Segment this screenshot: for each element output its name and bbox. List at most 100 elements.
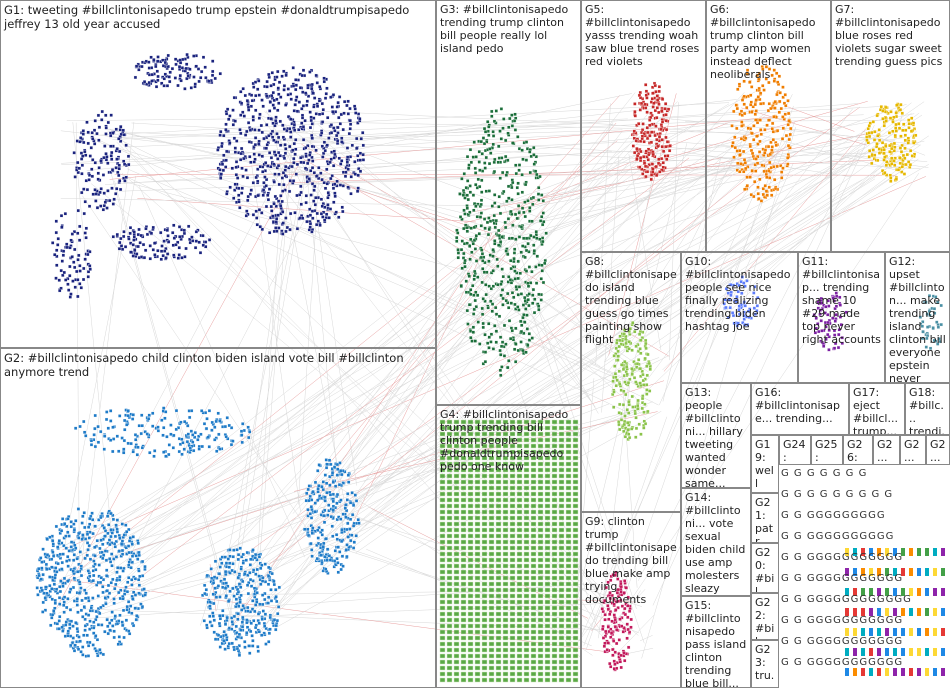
node — [268, 109, 272, 113]
node — [277, 172, 281, 176]
node — [69, 292, 73, 296]
node — [111, 577, 115, 582]
node — [253, 157, 257, 161]
node — [85, 541, 90, 545]
node — [239, 146, 244, 151]
node — [165, 228, 170, 233]
node — [188, 240, 192, 245]
node — [184, 62, 189, 66]
node — [314, 148, 318, 153]
node — [108, 621, 112, 625]
node — [314, 73, 318, 78]
node — [57, 596, 62, 600]
node — [203, 240, 208, 244]
node — [104, 152, 108, 156]
edge — [123, 151, 909, 184]
node — [104, 113, 108, 118]
edge — [598, 102, 912, 355]
node — [249, 188, 253, 192]
node — [346, 112, 351, 116]
node — [234, 165, 238, 169]
node — [329, 123, 334, 127]
node — [161, 64, 166, 68]
node — [344, 165, 348, 170]
node — [60, 225, 64, 229]
node — [241, 174, 245, 179]
node — [317, 99, 322, 103]
node — [279, 212, 283, 216]
node — [331, 164, 336, 168]
edge — [510, 122, 730, 212]
node — [285, 225, 290, 230]
edge — [64, 151, 763, 606]
node — [80, 163, 85, 167]
edge — [218, 256, 496, 561]
edge — [84, 250, 466, 551]
node — [289, 97, 293, 101]
node — [291, 148, 295, 152]
node — [270, 135, 275, 139]
node — [348, 122, 353, 126]
node — [82, 187, 86, 191]
edge — [595, 103, 611, 366]
node — [237, 200, 241, 204]
node — [97, 166, 101, 170]
edge — [465, 248, 592, 402]
edge — [292, 128, 644, 529]
node — [301, 68, 306, 72]
node — [354, 136, 359, 141]
node — [317, 166, 321, 170]
node — [112, 629, 116, 633]
node — [147, 60, 151, 64]
node — [166, 53, 170, 58]
edge — [574, 378, 595, 622]
node — [272, 162, 276, 166]
node — [270, 93, 274, 98]
node — [353, 172, 357, 176]
node — [100, 109, 104, 114]
node — [66, 597, 70, 601]
node — [328, 160, 332, 165]
node — [184, 246, 188, 251]
node — [54, 219, 58, 223]
edge — [298, 164, 929, 532]
node — [358, 169, 363, 173]
node — [324, 92, 328, 96]
node — [96, 171, 100, 175]
node — [300, 116, 305, 120]
node — [356, 121, 360, 125]
node — [92, 128, 97, 132]
node — [239, 151, 243, 156]
node — [101, 173, 106, 177]
node — [247, 140, 252, 144]
node — [288, 227, 292, 232]
node — [133, 606, 137, 610]
node — [259, 123, 264, 128]
node — [332, 200, 336, 204]
edge — [337, 115, 766, 527]
node — [318, 223, 322, 227]
edge — [639, 127, 749, 346]
node — [268, 100, 273, 104]
node — [201, 233, 205, 238]
node — [156, 78, 160, 83]
node — [349, 192, 353, 196]
node — [166, 240, 171, 244]
node — [121, 128, 125, 133]
node — [288, 179, 292, 183]
node — [87, 204, 92, 208]
node — [86, 252, 90, 257]
node — [118, 139, 123, 143]
node — [309, 193, 313, 197]
node — [315, 81, 319, 85]
node — [140, 64, 144, 69]
node — [91, 192, 95, 196]
node — [333, 152, 337, 157]
node — [246, 194, 250, 199]
node — [69, 545, 73, 549]
node — [322, 79, 326, 84]
node — [312, 171, 317, 175]
node — [118, 179, 122, 183]
edge — [216, 117, 316, 611]
node — [163, 60, 167, 65]
